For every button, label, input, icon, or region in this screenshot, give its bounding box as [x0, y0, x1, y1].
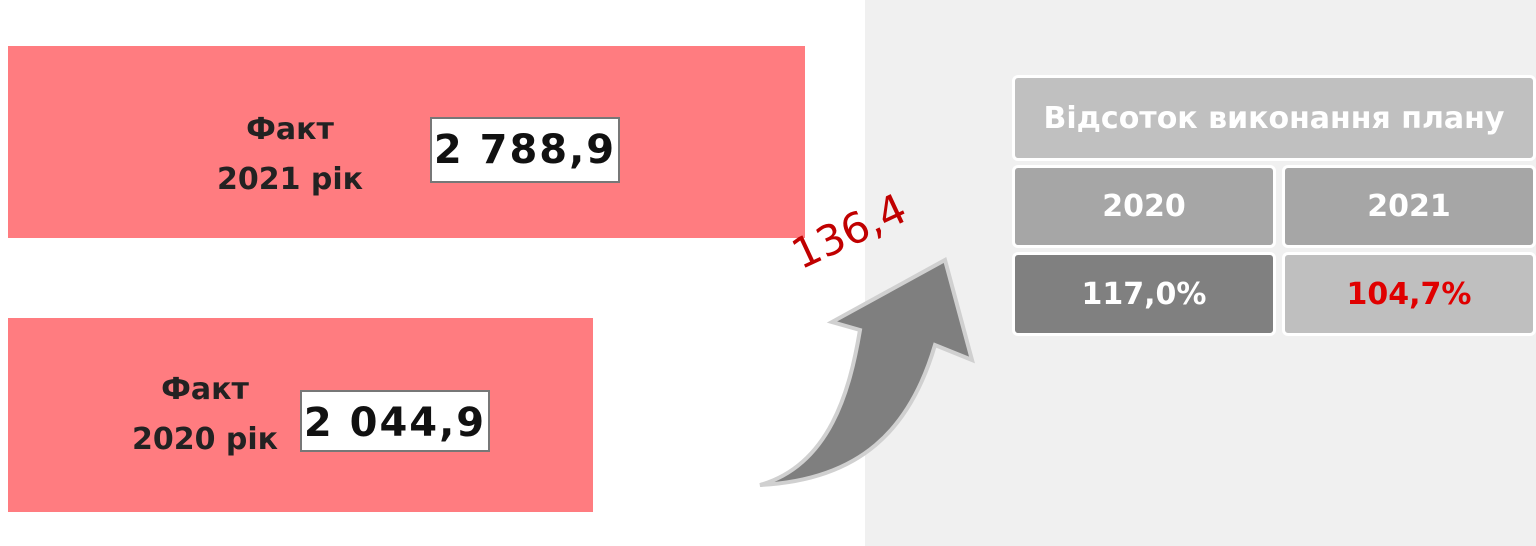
fact-label: Факт 2020 рік [95, 365, 315, 465]
table-header: Відсоток виконання плану [1012, 75, 1536, 161]
percent-cell: 117,0% [1012, 252, 1276, 336]
year: 2020 рік [131, 422, 279, 457]
fact-value: 2 044,9 [300, 390, 490, 452]
growth-arrow [759, 257, 975, 487]
year: 2021 рік [216, 162, 364, 197]
label: Факт [161, 372, 249, 407]
arrow-shape [759, 257, 975, 487]
fact-value: 2 788,9 [430, 117, 620, 183]
percent-cell: 104,7% [1282, 252, 1536, 336]
fact-label: Факт 2021 рік [180, 105, 400, 205]
year-cell: 2021 [1282, 165, 1536, 248]
bar-2021 [8, 46, 805, 238]
label: Факт [246, 112, 334, 147]
year-cell: 2020 [1012, 165, 1276, 248]
